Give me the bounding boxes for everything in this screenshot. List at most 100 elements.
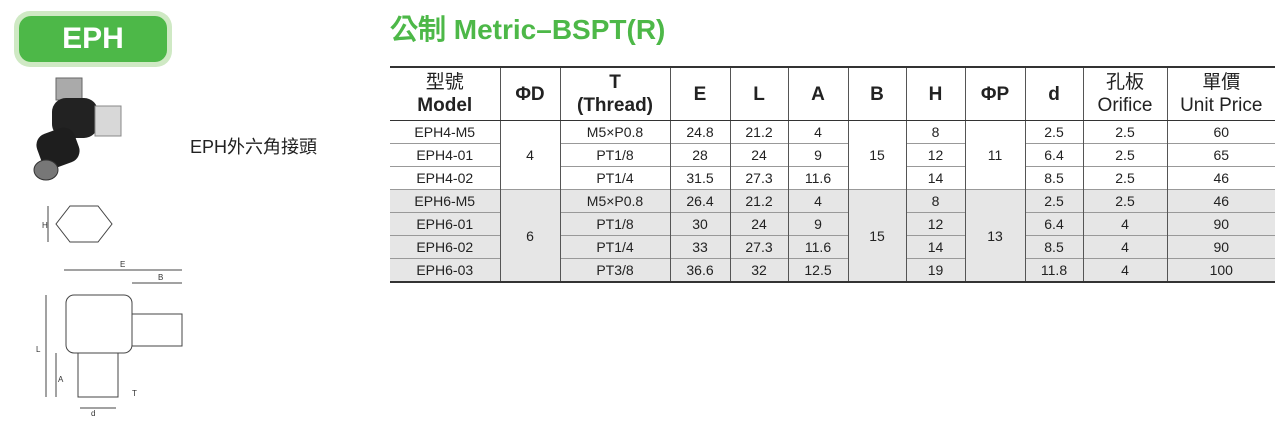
header-cell: B bbox=[847, 67, 907, 121]
b-cell: 15 bbox=[847, 189, 907, 282]
e-cell: 33 bbox=[669, 235, 731, 259]
l-cell: 32 bbox=[729, 258, 789, 282]
orifice-cell: 2.5 bbox=[1082, 166, 1168, 190]
model-cell: EPH6-03 bbox=[390, 258, 501, 282]
header-line: E bbox=[693, 83, 707, 105]
side-thread bbox=[77, 352, 119, 398]
header-line: ΦP bbox=[980, 83, 1010, 105]
dim-label: d bbox=[91, 409, 95, 418]
e-cell: 30 bbox=[669, 212, 731, 236]
a-cell: 12.5 bbox=[787, 258, 849, 282]
header-line: 孔板 bbox=[1105, 72, 1144, 93]
dim-label: B bbox=[158, 273, 163, 282]
header-cell: ΦP bbox=[964, 67, 1026, 121]
header-line: H bbox=[928, 83, 943, 105]
table-row: EPH6-02 PT1/4 33 27.3 11.6 14 8.5 4 90 bbox=[390, 235, 1275, 259]
model-cell: EPH4-01 bbox=[390, 143, 501, 167]
a-cell: 4 bbox=[787, 189, 849, 213]
header-line: L bbox=[753, 83, 765, 105]
header-cell: ΦD bbox=[499, 67, 561, 121]
op-cell: 11 bbox=[964, 120, 1026, 190]
od-cell: 6 bbox=[499, 189, 561, 282]
orifice-cell: 4 bbox=[1082, 235, 1168, 259]
thread-cell: M5×P0.8 bbox=[559, 120, 671, 144]
a-cell: 9 bbox=[787, 212, 849, 236]
table-row: EPH6-M5 6 M5×P0.8 26.4 21.2 4 15 8 13 2.5 2.5 46 bbox=[390, 189, 1275, 282]
header-line: T bbox=[609, 72, 621, 93]
header-cell: T (Thread) bbox=[559, 67, 671, 121]
side-body bbox=[65, 294, 133, 354]
header-line: ΦD bbox=[515, 83, 545, 105]
table-row: EPH6-03 PT3/8 36.6 32 12.5 19 11.8 4 100 bbox=[390, 258, 1275, 282]
table-row: EPH4-02 PT1/4 31.5 27.3 11.6 14 8.5 2.5 46 bbox=[390, 166, 1275, 190]
orifice-cell: 2.5 bbox=[1082, 120, 1168, 144]
l-cell: 24 bbox=[729, 212, 789, 236]
hex-nut bbox=[94, 105, 122, 137]
h-cell: 14 bbox=[905, 166, 966, 190]
header-line: (Thread) bbox=[577, 95, 653, 116]
h-cell: 12 bbox=[905, 212, 966, 236]
d-cell: 2.5 bbox=[1024, 189, 1084, 213]
header-cell: A bbox=[787, 67, 849, 121]
header-line: B bbox=[870, 83, 884, 105]
thread-cell: PT1/4 bbox=[559, 235, 671, 259]
dim-label: A bbox=[58, 375, 64, 384]
a-cell: 4 bbox=[787, 120, 849, 144]
product-name: EPH外六角接頭 bbox=[190, 137, 318, 157]
orifice-cell: 2.5 bbox=[1082, 189, 1168, 213]
model-cell: EPH6-02 bbox=[390, 235, 501, 259]
d-cell: 11.8 bbox=[1024, 258, 1084, 282]
header-cell: L bbox=[729, 67, 789, 121]
h-cell: 14 bbox=[905, 235, 966, 259]
header-line: d bbox=[1048, 83, 1060, 105]
header-cell: 單價 Unit Price bbox=[1166, 67, 1275, 121]
model-cell: EPH4-M5 bbox=[390, 120, 501, 144]
model-cell: EPH6-M5 bbox=[390, 189, 501, 213]
badge: EPH bbox=[14, 11, 172, 67]
e-cell: 26.4 bbox=[669, 189, 731, 213]
thread-cell: M5×P0.8 bbox=[559, 189, 671, 213]
price-cell: 65 bbox=[1166, 143, 1275, 167]
header-cell: 孔板 Orifice bbox=[1082, 67, 1168, 121]
d-cell: 6.4 bbox=[1024, 212, 1084, 236]
spec-table: 型號 Model ΦD T (Thread) E L A B H ΦP d 孔板 Orifice 單價 Uni… bbox=[390, 66, 1275, 283]
header-cell: 型號 Model bbox=[390, 67, 501, 121]
h-cell: 19 bbox=[905, 258, 966, 282]
dim-label: L bbox=[36, 345, 41, 354]
price-cell: 46 bbox=[1166, 166, 1275, 190]
e-cell: 31.5 bbox=[669, 166, 731, 190]
h-cell: 12 bbox=[905, 143, 966, 167]
table-row: EPH6-01 PT1/8 30 24 9 12 6.4 4 90 bbox=[390, 212, 1275, 236]
orifice-cell: 2.5 bbox=[1082, 143, 1168, 167]
thread bbox=[55, 77, 83, 101]
title: 公制 Metric–BSPT(R) bbox=[390, 14, 666, 45]
a-cell: 9 bbox=[787, 143, 849, 167]
header-line: 單價 bbox=[1202, 72, 1241, 93]
l-cell: 21.2 bbox=[729, 120, 789, 144]
badge-text: EPH bbox=[19, 16, 167, 62]
l-cell: 27.3 bbox=[729, 235, 789, 259]
port bbox=[33, 159, 59, 181]
h-cell: 8 bbox=[905, 189, 966, 213]
a-cell: 11.6 bbox=[787, 235, 849, 259]
table-body: EPH4-M5 4 M5×P0.8 24.8 21.2 4 15 8 11 2.5 2.5 60 EPH… bbox=[390, 120, 1275, 282]
e-cell: 28 bbox=[669, 143, 731, 167]
orifice-cell: 4 bbox=[1082, 258, 1168, 282]
l-cell: 21.2 bbox=[729, 189, 789, 213]
elbow bbox=[36, 127, 80, 169]
e-cell: 24.8 bbox=[669, 120, 731, 144]
header-row: 型號 Model ΦD T (Thread) E L A B H ΦP d 孔板 Orifice 單價 Uni… bbox=[390, 67, 1275, 121]
od-cell: 4 bbox=[499, 120, 561, 190]
l-cell: 24 bbox=[729, 143, 789, 167]
header-line: Orifice bbox=[1097, 95, 1153, 116]
price-cell: 100 bbox=[1166, 258, 1275, 282]
header-line: A bbox=[811, 83, 825, 105]
header-cell: d bbox=[1024, 67, 1084, 121]
d-cell: 6.4 bbox=[1024, 143, 1084, 167]
table-row: EPH4-M5 4 M5×P0.8 24.8 21.2 4 15 8 11 2.5 2.5 60 bbox=[390, 120, 1275, 190]
e-cell: 36.6 bbox=[669, 258, 731, 282]
model-cell: EPH4-02 bbox=[390, 166, 501, 190]
price-cell: 46 bbox=[1166, 189, 1275, 213]
dim-label: E bbox=[120, 260, 125, 269]
